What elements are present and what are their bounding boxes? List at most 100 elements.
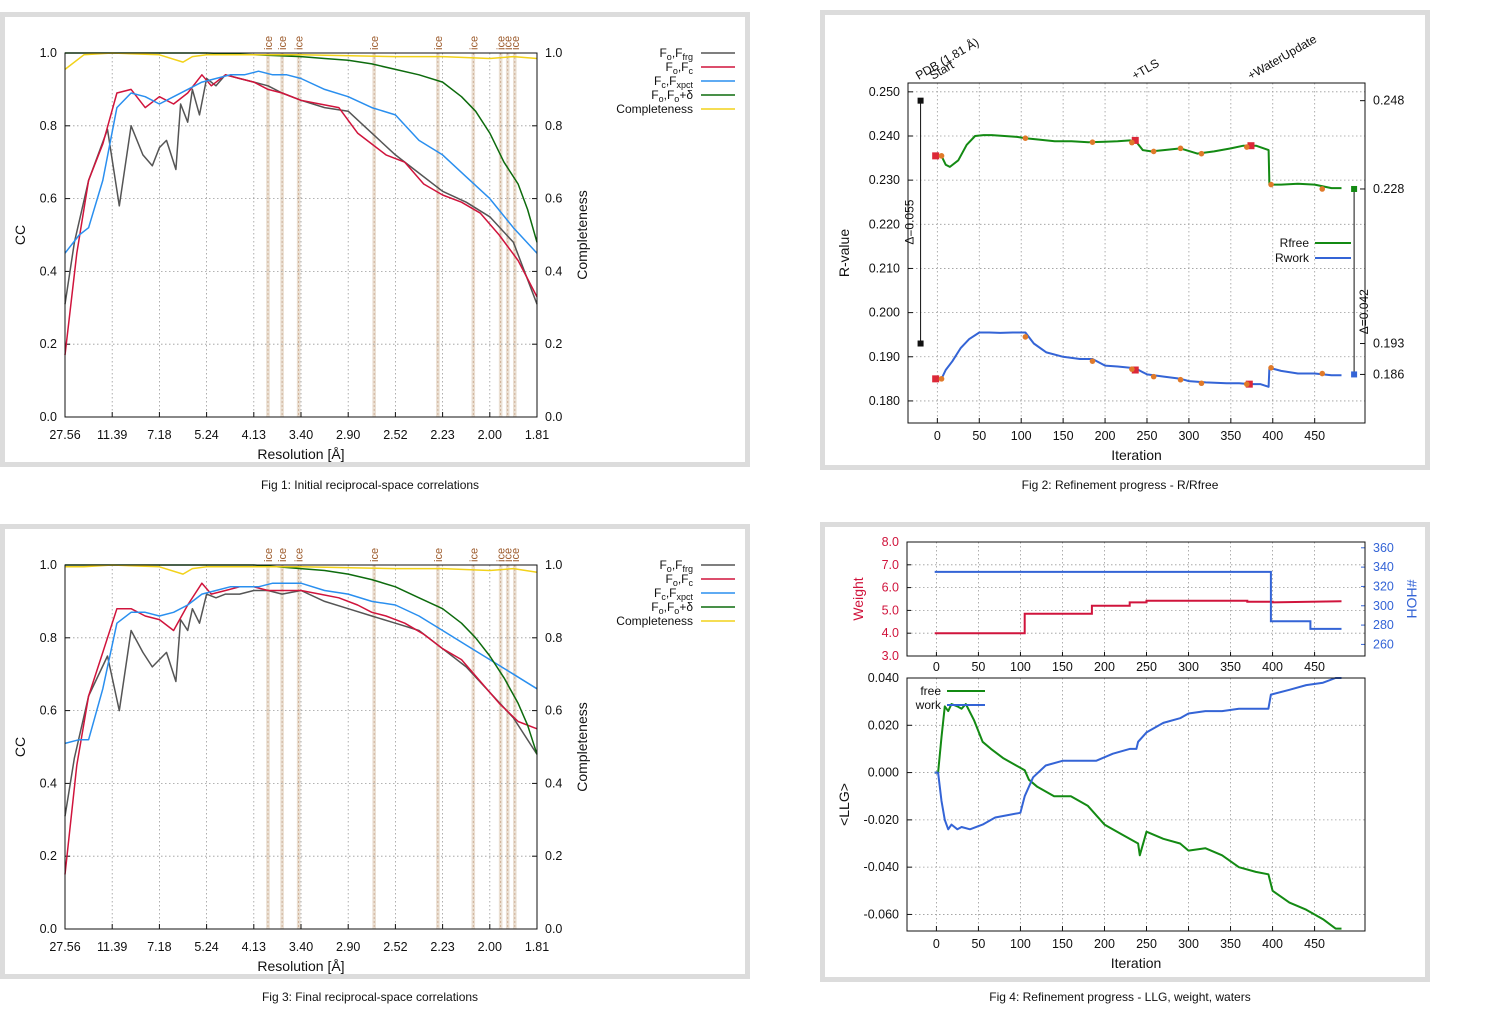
- x-axis-label: Resolution [Å]: [257, 446, 344, 462]
- pdb-rwork-point: [917, 340, 924, 347]
- fig1-caption: Fig 1: Initial reciprocal-space correlat…: [260, 478, 480, 492]
- ice-label: ice: [510, 548, 522, 562]
- x-tick-label: 2.52: [383, 940, 407, 954]
- legend-label: Fo,Fo+δ: [651, 88, 693, 104]
- y2-tick-label: 0.0: [545, 922, 562, 936]
- macro-cycle-marker: [1150, 148, 1157, 155]
- x-tick-label: 400: [1262, 937, 1283, 951]
- y-tick-label: 0.0: [40, 922, 57, 936]
- x-axis-label: Iteration: [1111, 955, 1162, 971]
- right-value-label: 0.193: [1373, 337, 1404, 351]
- y2-axis-label: Completeness: [574, 702, 590, 792]
- ice-label: ice: [294, 548, 306, 562]
- legend-label: Fo,Fc: [665, 60, 693, 76]
- y-axis-label: CC: [12, 225, 28, 245]
- right-value-label: 0.186: [1373, 367, 1404, 381]
- y-tick-label: 0.2: [40, 849, 57, 863]
- x-tick-label: 150: [1053, 429, 1074, 443]
- legend-label: work: [915, 698, 942, 712]
- x-tick-label: 350: [1220, 937, 1241, 951]
- stage-annotation: +TLS: [1129, 56, 1161, 83]
- ice-label: ice: [468, 548, 480, 562]
- y-tick-label: 0.0: [40, 410, 57, 424]
- x-tick-label: 450: [1304, 429, 1325, 443]
- x-tick-label: 450: [1304, 937, 1325, 951]
- x-tick-label: 2.52: [383, 428, 407, 442]
- macro-cycle-marker: [1177, 376, 1184, 383]
- x-tick-label: 4.13: [242, 428, 266, 442]
- y-tick-label: 0.4: [40, 776, 57, 790]
- y-tick-label: -0.020: [864, 813, 899, 827]
- weight-tick-label: 8.0: [882, 535, 899, 549]
- series-line-Rwork: [935, 331, 1342, 388]
- ice-label: ice: [468, 36, 480, 50]
- top-x-tick-label: 250: [1136, 660, 1157, 674]
- macro-cycle-marker: [1129, 366, 1135, 372]
- y-tick-label: 0.250: [869, 85, 900, 99]
- ice-label: ice: [369, 36, 381, 50]
- x-tick-label: 100: [1011, 429, 1032, 443]
- final-rwork-point: [1351, 371, 1358, 378]
- y-tick-label: 0.230: [869, 173, 900, 187]
- pdb-delta-label: Δ=0.055: [903, 199, 917, 244]
- x-tick-label: 300: [1178, 937, 1199, 951]
- fig4-chart: 0 50 100 150 200 250 300 350 400 450 3.0 4.0 5.0 6.0 7…: [836, 535, 1420, 971]
- y-tick-label: 1.0: [40, 46, 57, 60]
- macro-cycle-marker: [1268, 365, 1274, 371]
- legend-label: free: [920, 684, 941, 698]
- x-tick-label: 100: [1010, 937, 1031, 951]
- x-tick-label: 250: [1137, 429, 1158, 443]
- stage-marker: [1131, 366, 1139, 374]
- y-axis-label: R-value: [836, 229, 852, 277]
- weight-tick-label: 3.0: [882, 649, 899, 663]
- legend-label: Fo,Ffrg: [659, 558, 693, 574]
- fig4-frame: 0 50 100 150 200 250 300 350 400 450 3.0 4.0 5.0 6.0 7…: [820, 522, 1430, 982]
- y2-tick-label: 0.0: [545, 410, 562, 424]
- x-tick-label: 3.40: [289, 940, 313, 954]
- x-tick-label: 50: [971, 937, 985, 951]
- y2-axis-label: Completeness: [574, 190, 590, 280]
- hoh-tick-label: 360: [1373, 541, 1394, 555]
- x-tick-label: 5.24: [194, 940, 218, 954]
- x-tick-label: 11.39: [97, 428, 127, 442]
- series-line-Fc,Fxpct: [64, 582, 538, 745]
- y2-tick-label: 1.0: [545, 558, 562, 572]
- x-tick-label: 2.90: [336, 428, 360, 442]
- y2-tick-label: 0.4: [545, 264, 562, 278]
- x-tick-label: 27.56: [49, 428, 80, 442]
- x-tick-label: 150: [1052, 937, 1073, 951]
- y-tick-label: 0.020: [868, 718, 899, 732]
- series-line-Fo,Ffrg: [64, 589, 538, 817]
- macro-cycle-marker: [1089, 139, 1096, 145]
- right-value-label: 0.228: [1373, 182, 1404, 196]
- y-tick-label: 0.210: [869, 261, 900, 275]
- macro-cycle-marker: [1243, 144, 1250, 150]
- ice-label: ice: [496, 548, 508, 562]
- y2-tick-label: 0.6: [545, 192, 562, 206]
- fig4-caption: Fig 4: Refinement progress - LLG, weight…: [989, 990, 1251, 1004]
- top-x-tick-label: 50: [971, 660, 985, 674]
- top-x-tick-label: 100: [1010, 660, 1031, 674]
- y-tick-label: 0.8: [40, 119, 57, 133]
- macro-cycle-marker: [1022, 334, 1029, 340]
- stage-marker: [932, 152, 940, 160]
- top-x-tick-label: 0: [933, 660, 940, 674]
- y-tick-label: -0.060: [864, 907, 899, 921]
- y-axis-label: <LLG>: [836, 783, 852, 826]
- fig3-frame: ice ice ice ice ice ice ice ice ice 27.56 11.39 7.1…: [0, 524, 750, 979]
- macro-cycle-marker: [1319, 370, 1326, 377]
- x-tick-label: 2.23: [430, 428, 454, 442]
- ice-label: ice: [369, 548, 381, 562]
- y-tick-label: 1.0: [40, 558, 57, 572]
- legend-label: Completeness: [616, 614, 693, 628]
- fig2-caption: Fig 2: Refinement progress - R/Rfree: [1021, 478, 1219, 492]
- series-line-work: [934, 677, 1342, 831]
- series-line-Fo,Fc: [64, 582, 538, 875]
- ice-label: ice: [496, 36, 508, 50]
- y-tick-label: 0.040: [868, 671, 899, 685]
- x-tick-label: 2.00: [478, 940, 502, 954]
- y2-tick-label: 0.8: [545, 119, 562, 133]
- top-x-tick-label: 450: [1304, 660, 1325, 674]
- x-tick-label: 350: [1220, 429, 1241, 443]
- hoh-line: [934, 570, 1342, 630]
